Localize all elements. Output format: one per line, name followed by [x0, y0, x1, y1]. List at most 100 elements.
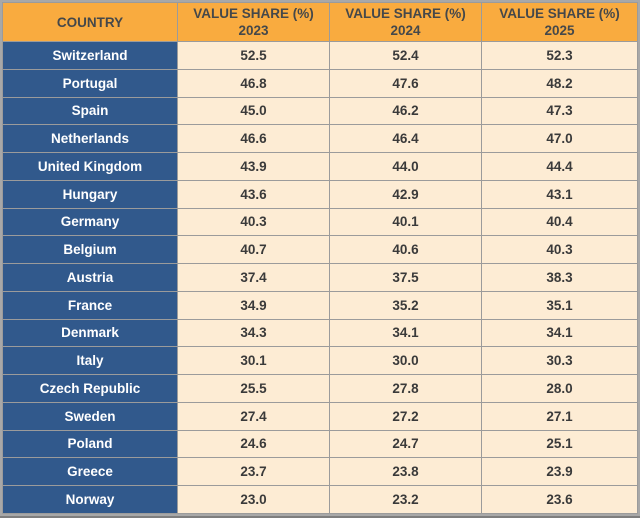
header-year-2025: 2025 — [544, 23, 575, 38]
value-cell-2024: 27.2 — [329, 401, 482, 431]
country-cell: Spain — [2, 96, 178, 126]
table-row: Greece 23.7 23.8 23.9 — [2, 457, 638, 486]
header-country: COUNTRY — [2, 2, 178, 42]
value-cell-2023: 34.9 — [177, 290, 330, 320]
table-row: Poland 24.6 24.7 25.1 — [2, 429, 638, 459]
value-cell-2024: 24.7 — [329, 429, 482, 459]
country-cell: United Kingdom — [2, 152, 178, 181]
value-cell-2025: 30.3 — [481, 346, 638, 375]
country-cell: France — [2, 290, 178, 320]
value-cell-2023: 40.7 — [177, 235, 330, 264]
value-cell-2024: 40.1 — [329, 207, 482, 237]
header-year-2024: 2024 — [390, 23, 421, 38]
table-row: Portugal 46.8 47.6 48.2 — [2, 68, 638, 98]
table-row: Norway 23.0 23.2 23.6 — [2, 485, 638, 514]
value-cell-2024: 40.6 — [329, 235, 482, 264]
value-cell-2024: 52.4 — [329, 41, 482, 70]
value-cell-2025: 47.3 — [481, 96, 638, 126]
value-cell-2024: 23.2 — [329, 485, 482, 514]
country-cell: Austria — [2, 263, 178, 292]
table-body: Switzerland 52.5 52.4 52.3 Portugal 46.8… — [2, 41, 638, 514]
country-cell: Hungary — [2, 179, 178, 209]
header-value-share-label: VALUE SHARE (%) — [345, 6, 466, 21]
country-cell: Portugal — [2, 68, 178, 98]
header-value-share-label: VALUE SHARE (%) — [193, 6, 314, 21]
value-cell-2023: 24.6 — [177, 429, 330, 459]
country-cell: Germany — [2, 207, 178, 237]
value-cell-2023: 23.0 — [177, 485, 330, 514]
value-cell-2025: 35.1 — [481, 290, 638, 320]
country-cell: Italy — [2, 346, 178, 375]
value-cell-2023: 43.6 — [177, 179, 330, 209]
value-cell-2024: 30.0 — [329, 346, 482, 375]
country-cell: Netherlands — [2, 124, 178, 153]
value-cell-2024: 46.2 — [329, 96, 482, 126]
value-cell-2025: 47.0 — [481, 124, 638, 153]
header-value-share-2024: VALUE SHARE (%) 2024 — [329, 2, 482, 42]
value-cell-2024: 44.0 — [329, 152, 482, 181]
value-cell-2023: 43.9 — [177, 152, 330, 181]
country-cell: Sweden — [2, 401, 178, 431]
value-cell-2024: 34.1 — [329, 318, 482, 348]
value-cell-2023: 45.0 — [177, 96, 330, 126]
value-cell-2023: 46.6 — [177, 124, 330, 153]
value-cell-2024: 37.5 — [329, 263, 482, 292]
value-cell-2025: 27.1 — [481, 401, 638, 431]
value-cell-2023: 52.5 — [177, 41, 330, 70]
header-value-share-2025: VALUE SHARE (%) 2025 — [481, 2, 638, 42]
table-row: Spain 45.0 46.2 47.3 — [2, 96, 638, 126]
country-cell: Norway — [2, 485, 178, 514]
table-row: Hungary 43.6 42.9 43.1 — [2, 179, 638, 209]
value-cell-2023: 34.3 — [177, 318, 330, 348]
value-cell-2024: 35.2 — [329, 290, 482, 320]
value-cell-2025: 40.3 — [481, 235, 638, 264]
country-cell: Czech Republic — [2, 374, 178, 403]
table-row: Switzerland 52.5 52.4 52.3 — [2, 41, 638, 70]
country-cell: Greece — [2, 457, 178, 486]
value-cell-2025: 48.2 — [481, 68, 638, 98]
value-cell-2025: 34.1 — [481, 318, 638, 348]
table-row: Germany 40.3 40.1 40.4 — [2, 207, 638, 237]
table-row: Belgium 40.7 40.6 40.3 — [2, 235, 638, 264]
table-row: Netherlands 46.6 46.4 47.0 — [2, 124, 638, 153]
table-row: Sweden 27.4 27.2 27.1 — [2, 401, 638, 431]
value-cell-2024: 47.6 — [329, 68, 482, 98]
value-cell-2024: 46.4 — [329, 124, 482, 153]
header-year-2023: 2023 — [238, 23, 269, 38]
country-cell: Poland — [2, 429, 178, 459]
table-row: Denmark 34.3 34.1 34.1 — [2, 318, 638, 348]
header-row: COUNTRY VALUE SHARE (%) 2023 VALUE SHARE… — [2, 2, 638, 42]
value-cell-2025: 28.0 — [481, 374, 638, 403]
value-cell-2023: 30.1 — [177, 346, 330, 375]
value-cell-2025: 52.3 — [481, 41, 638, 70]
value-cell-2023: 27.4 — [177, 401, 330, 431]
header-value-share-label: VALUE SHARE (%) — [499, 6, 620, 21]
value-cell-2025: 44.4 — [481, 152, 638, 181]
value-cell-2025: 43.1 — [481, 179, 638, 209]
country-cell: Belgium — [2, 235, 178, 264]
value-cell-2024: 42.9 — [329, 179, 482, 209]
table-row: Italy 30.1 30.0 30.3 — [2, 346, 638, 375]
table-row: Czech Republic 25.5 27.8 28.0 — [2, 374, 638, 403]
table-row: France 34.9 35.2 35.1 — [2, 290, 638, 320]
value-cell-2025: 38.3 — [481, 263, 638, 292]
value-cell-2023: 25.5 — [177, 374, 330, 403]
table-row: Austria 37.4 37.5 38.3 — [2, 263, 638, 292]
value-cell-2025: 23.9 — [481, 457, 638, 486]
country-cell: Switzerland — [2, 41, 178, 70]
value-cell-2025: 23.6 — [481, 485, 638, 514]
value-cell-2023: 37.4 — [177, 263, 330, 292]
value-cell-2024: 23.8 — [329, 457, 482, 486]
table-row: United Kingdom 43.9 44.0 44.4 — [2, 152, 638, 181]
value-cell-2023: 46.8 — [177, 68, 330, 98]
value-cell-2024: 27.8 — [329, 374, 482, 403]
value-cell-2025: 25.1 — [481, 429, 638, 459]
country-cell: Denmark — [2, 318, 178, 348]
value-cell-2025: 40.4 — [481, 207, 638, 237]
header-country-label: COUNTRY — [56, 14, 124, 30]
value-cell-2023: 40.3 — [177, 207, 330, 237]
value-cell-2023: 23.7 — [177, 457, 330, 486]
header-value-share-2023: VALUE SHARE (%) 2023 — [177, 2, 330, 42]
